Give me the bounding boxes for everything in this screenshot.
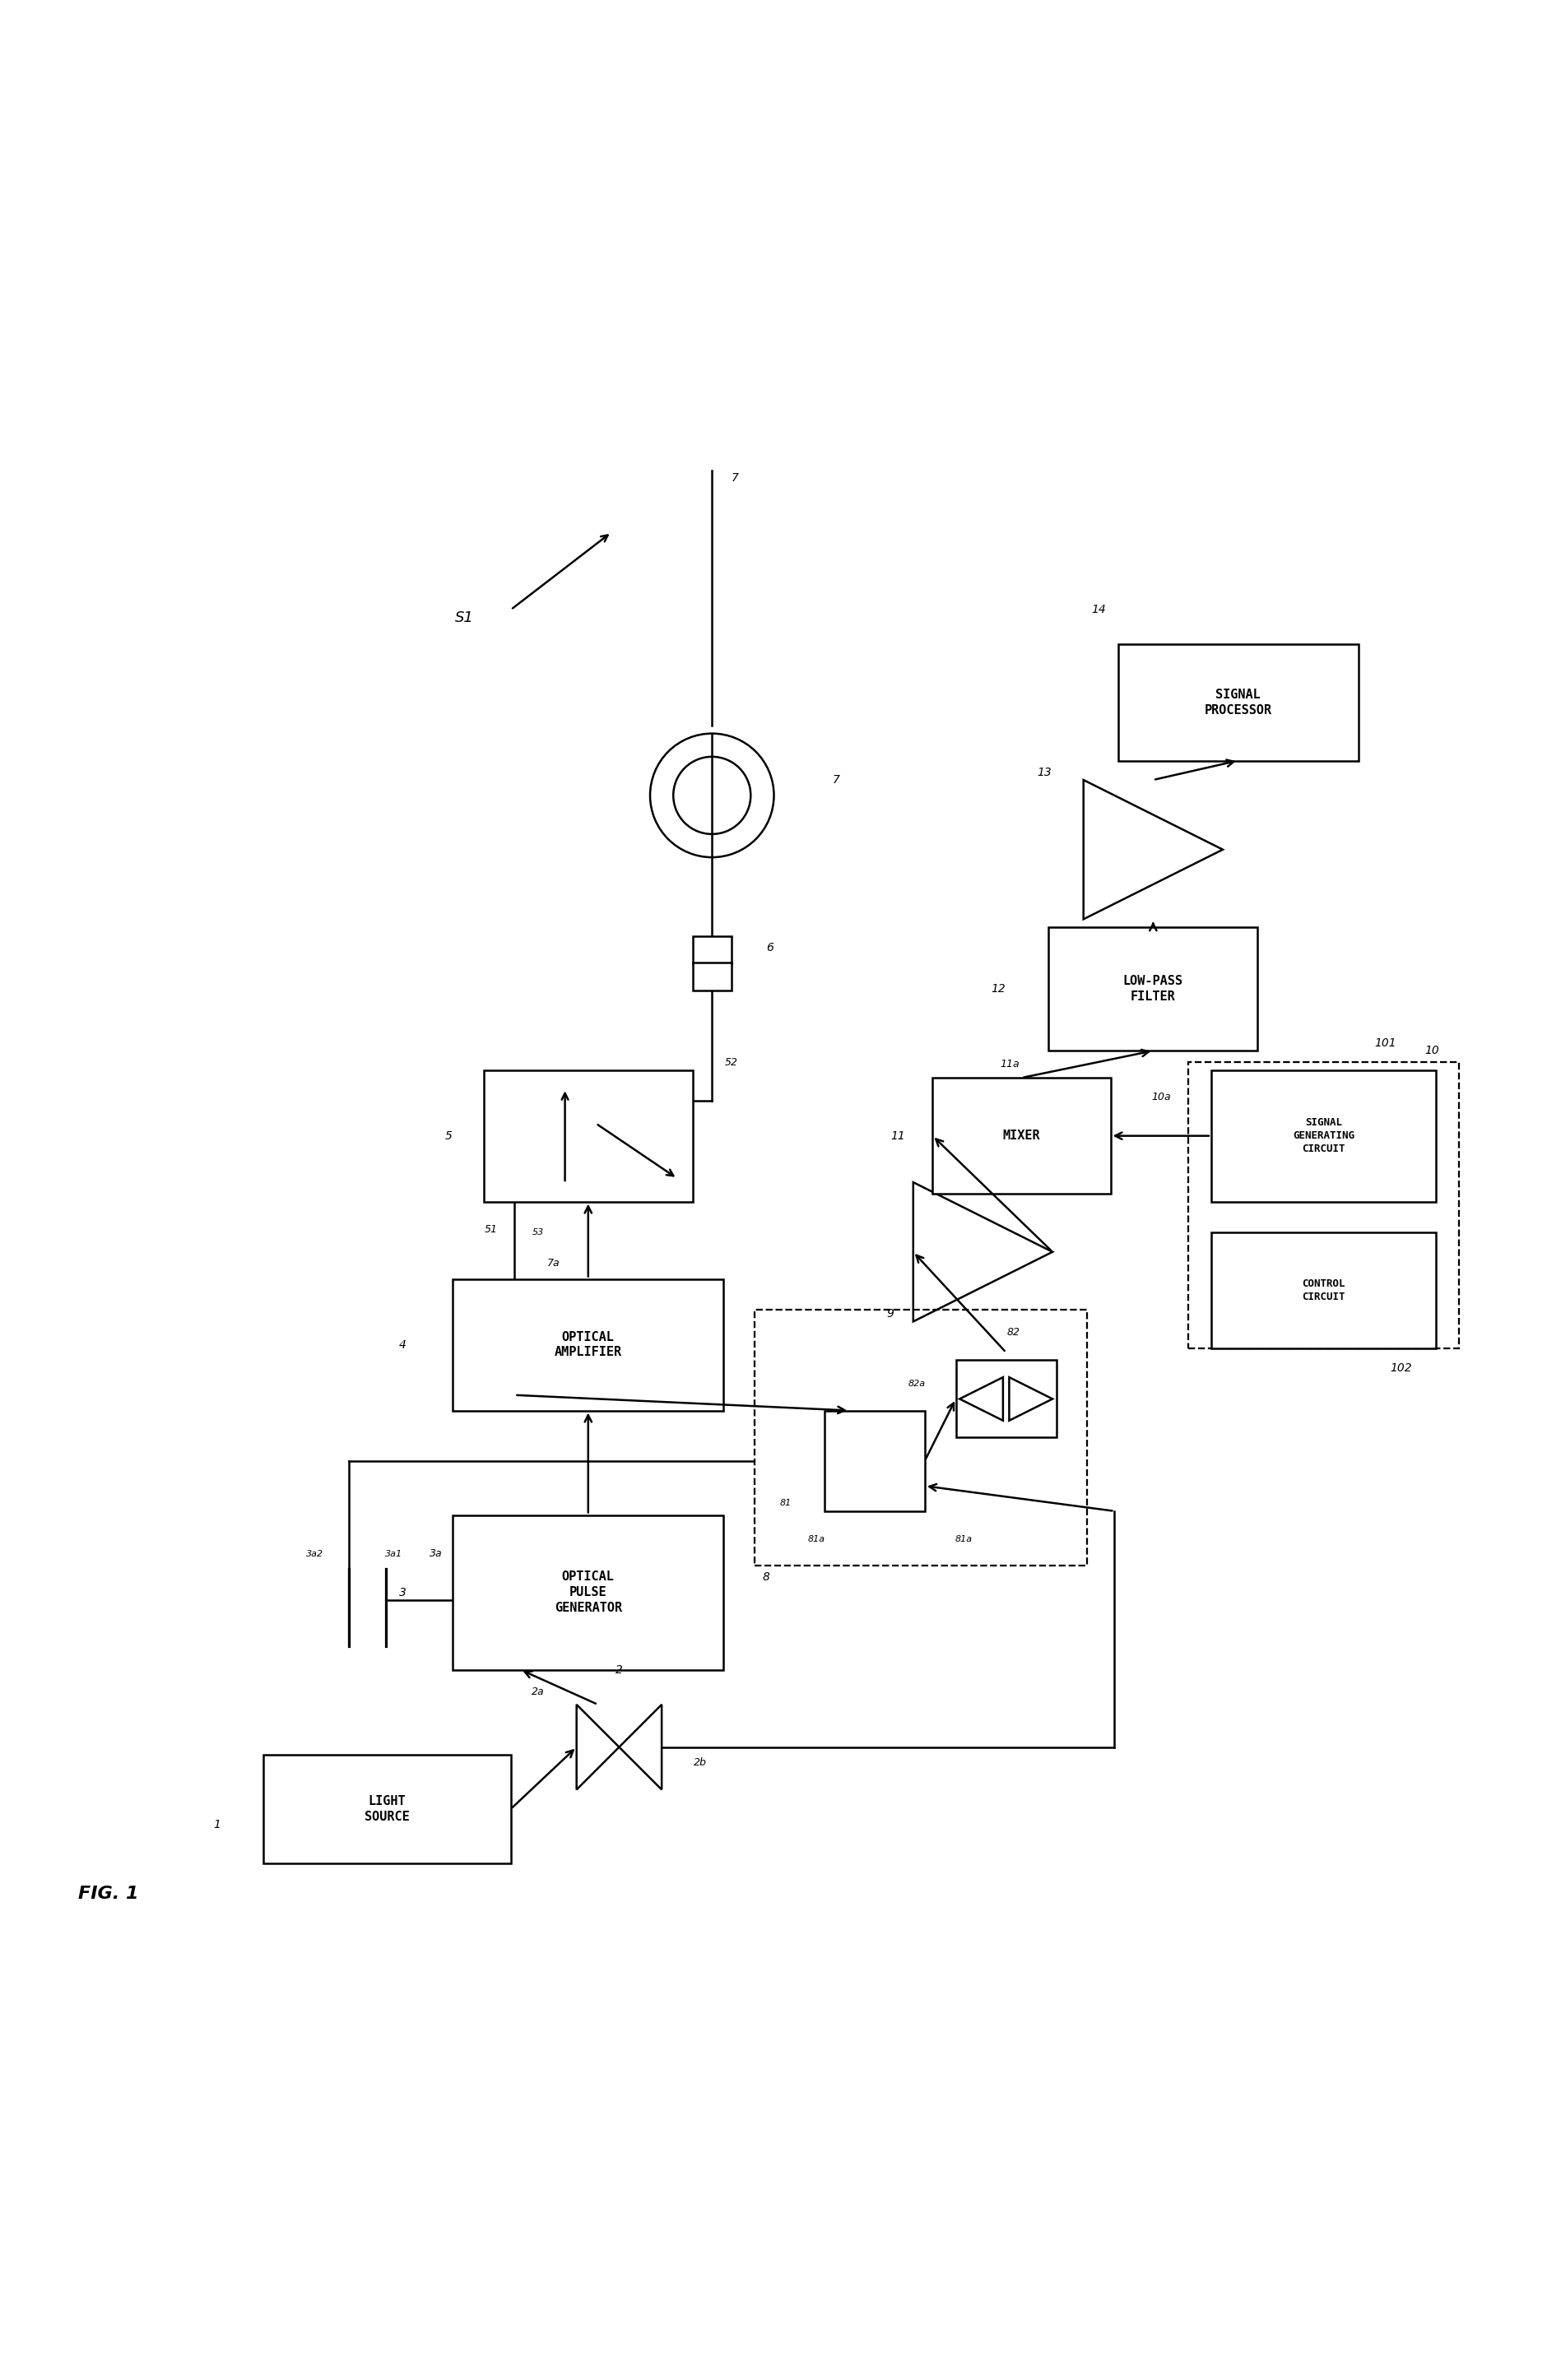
FancyBboxPatch shape	[1188, 1061, 1457, 1349]
FancyBboxPatch shape	[753, 1309, 1086, 1566]
Text: 12: 12	[990, 983, 1006, 995]
Text: MIXER: MIXER	[1002, 1130, 1040, 1142]
FancyBboxPatch shape	[1210, 1071, 1436, 1202]
Text: 10a: 10a	[1151, 1092, 1170, 1102]
FancyBboxPatch shape	[452, 1278, 722, 1411]
Text: 14: 14	[1091, 605, 1106, 616]
Bar	[693, 935, 732, 964]
Text: 82: 82	[1007, 1328, 1019, 1338]
Text: 81: 81	[780, 1499, 791, 1507]
Text: LOW-PASS
FILTER: LOW-PASS FILTER	[1123, 976, 1182, 1002]
Text: 8: 8	[763, 1571, 769, 1583]
Text: 7: 7	[832, 774, 838, 785]
FancyBboxPatch shape	[452, 1516, 722, 1671]
Text: S1: S1	[455, 609, 473, 626]
Text: 81a: 81a	[954, 1535, 972, 1542]
Bar	[956, 1361, 1057, 1438]
Text: 102: 102	[1389, 1361, 1411, 1373]
Bar	[693, 962, 732, 990]
Text: 2a: 2a	[531, 1687, 545, 1697]
FancyBboxPatch shape	[1210, 1233, 1436, 1349]
Text: CONTROL
CIRCUIT: CONTROL CIRCUIT	[1301, 1278, 1344, 1302]
Text: 7: 7	[732, 471, 738, 483]
FancyBboxPatch shape	[1117, 645, 1358, 762]
Text: 3a2: 3a2	[306, 1549, 323, 1559]
Text: 82a: 82a	[908, 1380, 925, 1388]
Text: 5: 5	[446, 1130, 452, 1142]
Text: 3a1: 3a1	[385, 1549, 402, 1559]
Text: SIGNAL
PROCESSOR: SIGNAL PROCESSOR	[1204, 688, 1272, 716]
Text: FIG. 1: FIG. 1	[77, 1885, 139, 1902]
Text: 3: 3	[399, 1587, 405, 1597]
Text: 52: 52	[724, 1057, 738, 1069]
Text: 9: 9	[886, 1309, 893, 1319]
Text: 2: 2	[616, 1664, 622, 1676]
FancyBboxPatch shape	[263, 1754, 511, 1864]
FancyBboxPatch shape	[931, 1078, 1109, 1195]
Text: 6: 6	[766, 942, 774, 954]
Text: 53: 53	[532, 1228, 543, 1238]
Text: SIGNAL
GENERATING
CIRCUIT: SIGNAL GENERATING CIRCUIT	[1292, 1116, 1354, 1154]
Text: OPTICAL
AMPLIFIER: OPTICAL AMPLIFIER	[554, 1330, 622, 1359]
Text: 3a: 3a	[429, 1549, 442, 1559]
Text: 81a: 81a	[808, 1535, 825, 1542]
Text: 11a: 11a	[999, 1059, 1019, 1069]
FancyBboxPatch shape	[483, 1071, 693, 1202]
Text: 13: 13	[1036, 766, 1052, 778]
Text: 4: 4	[399, 1340, 405, 1349]
Text: 7a: 7a	[546, 1259, 560, 1269]
Bar	[823, 1411, 924, 1511]
Text: OPTICAL
PULSE
GENERATOR: OPTICAL PULSE GENERATOR	[554, 1571, 622, 1614]
Text: 51: 51	[484, 1223, 498, 1235]
Text: 1: 1	[213, 1818, 220, 1830]
FancyBboxPatch shape	[1049, 926, 1256, 1050]
Text: 2b: 2b	[693, 1756, 707, 1768]
Text: 11: 11	[890, 1130, 905, 1142]
Text: 10: 10	[1423, 1045, 1439, 1057]
Text: LIGHT
SOURCE: LIGHT SOURCE	[364, 1795, 410, 1823]
Text: 101: 101	[1374, 1038, 1395, 1050]
